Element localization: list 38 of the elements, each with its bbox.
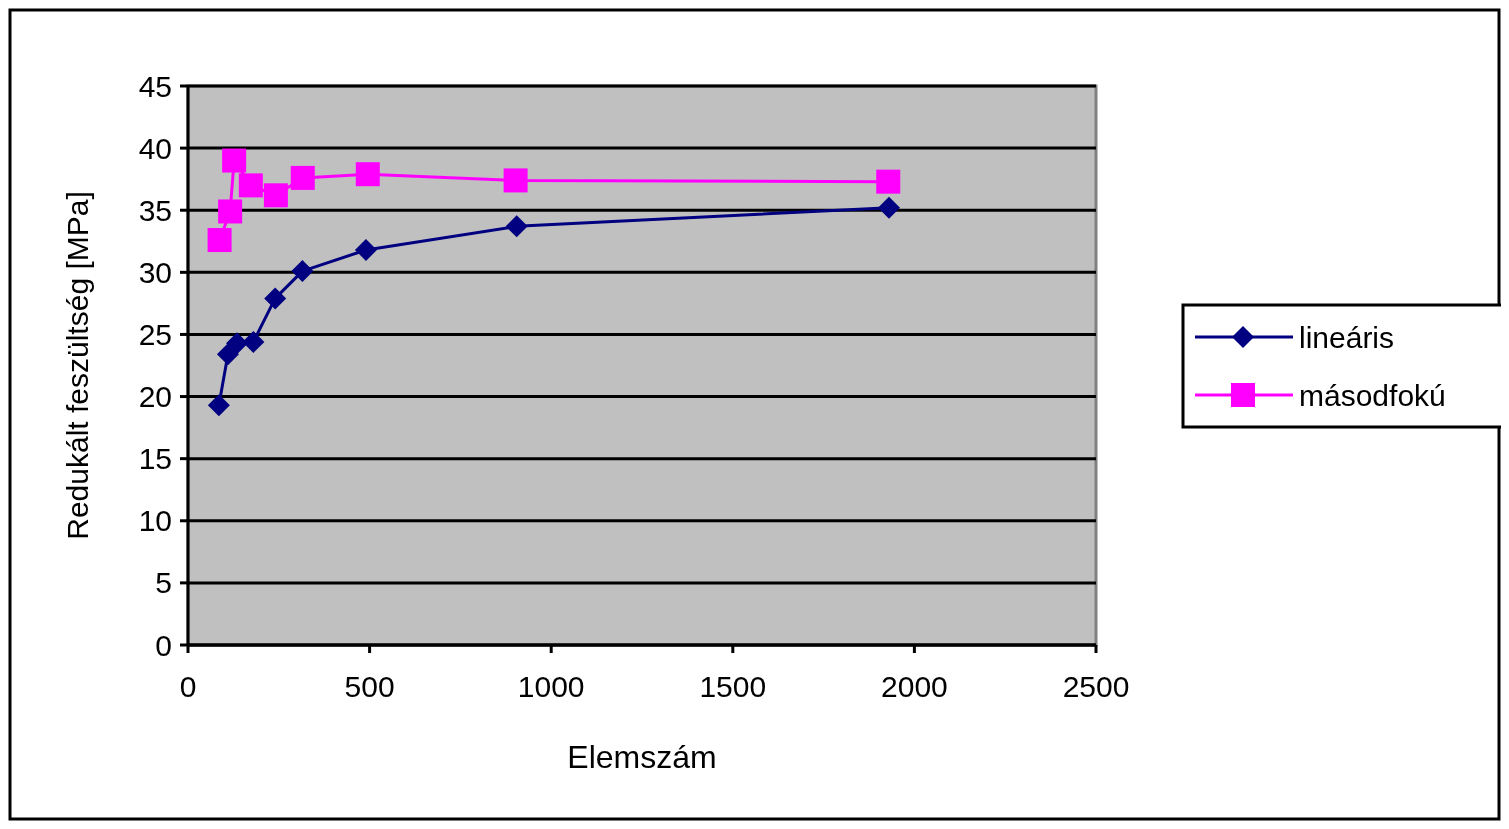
x-tick-label: 2000 xyxy=(881,670,948,703)
y-tick-label: 25 xyxy=(138,317,172,351)
point xyxy=(218,199,243,224)
point xyxy=(355,162,380,187)
point xyxy=(226,332,249,355)
y-tick-label: 0 xyxy=(155,628,172,662)
point xyxy=(503,168,528,193)
point xyxy=(354,238,377,261)
y-tick-label: 45 xyxy=(138,69,172,103)
y-tick-label: 10 xyxy=(138,504,172,538)
y-tick-label: 30 xyxy=(138,255,172,289)
x-tick-label: 2500 xyxy=(1062,670,1130,703)
point xyxy=(263,183,288,208)
legend-label: másodfokú xyxy=(1299,378,1446,412)
x-tick-label: 1000 xyxy=(517,670,585,703)
point xyxy=(216,343,239,366)
point xyxy=(290,165,315,190)
x-tick-label: 1500 xyxy=(699,670,767,703)
point xyxy=(291,260,314,283)
y-tick-label: 40 xyxy=(138,131,172,165)
point xyxy=(877,196,900,219)
point xyxy=(222,148,247,173)
point xyxy=(242,330,265,353)
point xyxy=(876,169,901,194)
point xyxy=(264,287,287,310)
x-tick-label: 500 xyxy=(344,670,395,703)
point xyxy=(505,215,528,238)
x-axis-title: Elemszám xyxy=(567,739,717,775)
point xyxy=(207,228,232,253)
y-tick-label: 20 xyxy=(138,380,172,414)
point xyxy=(207,394,230,417)
y-tick-label: 35 xyxy=(138,193,172,227)
legend-label: lineáris xyxy=(1299,320,1395,354)
point xyxy=(238,173,263,198)
y-axis-title: Redukált feszültség [MPa] xyxy=(61,191,94,540)
x-tick-label: 0 xyxy=(179,670,197,703)
y-tick-label: 5 xyxy=(155,566,172,600)
y-tick-label: 15 xyxy=(138,442,172,476)
